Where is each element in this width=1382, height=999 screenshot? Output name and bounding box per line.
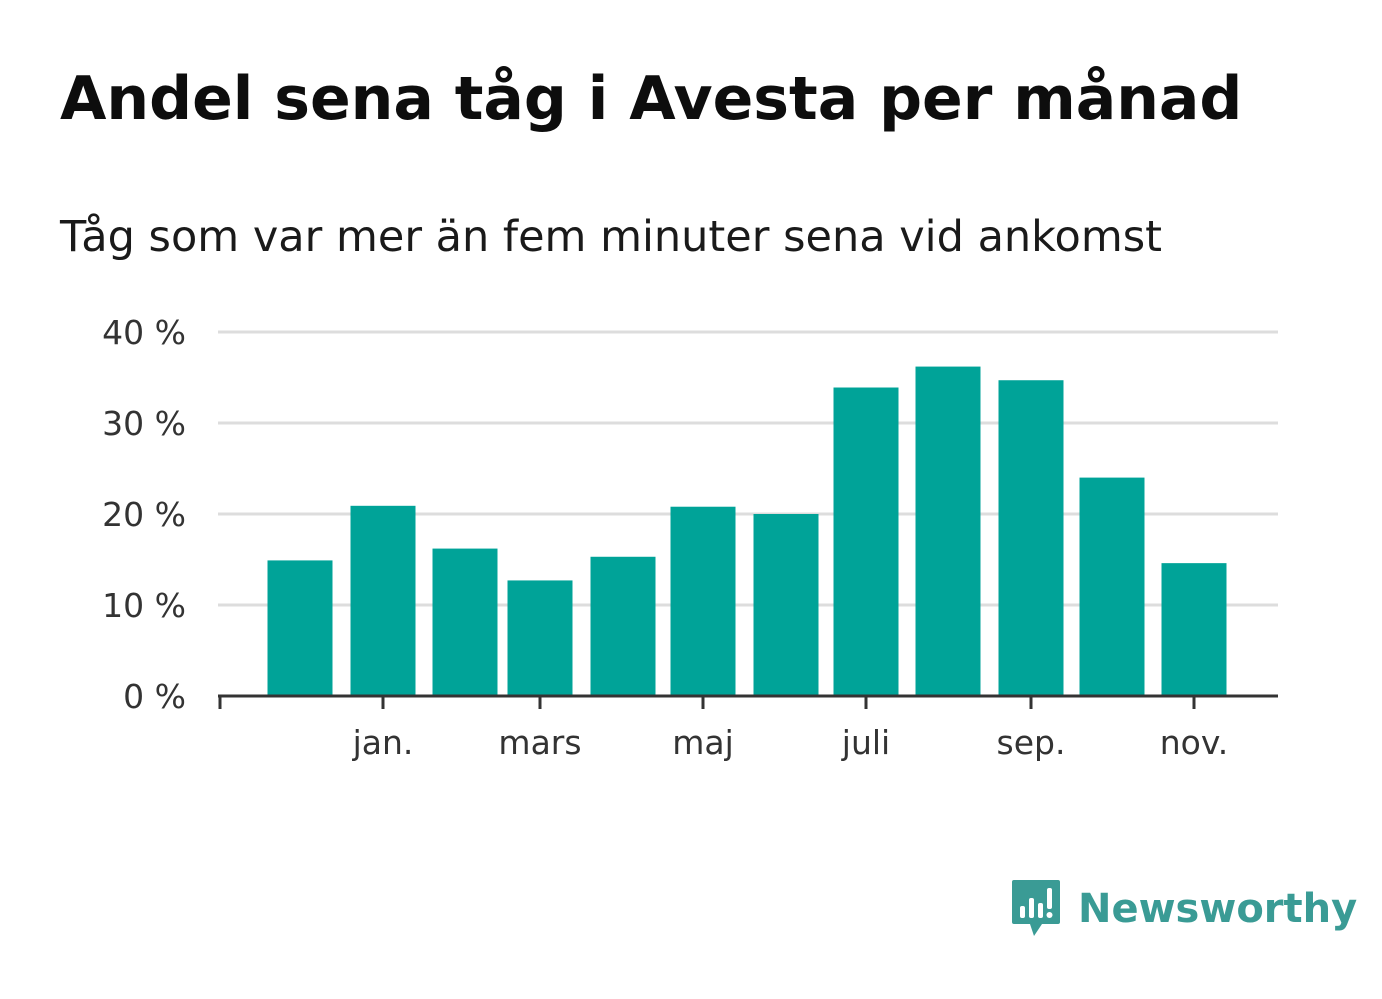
bar-nov. — [1161, 563, 1227, 696]
x-tick-label: jan. — [352, 723, 414, 762]
y-tick-label: 10 % — [102, 586, 186, 625]
x-tick-label: sep. — [997, 723, 1066, 762]
x-tick-label: juli — [841, 723, 890, 762]
y-tick-label: 30 % — [102, 404, 186, 443]
bar-okt. — [1079, 477, 1145, 696]
bar-juli — [833, 387, 899, 696]
bar-aug. — [915, 366, 981, 696]
bar-chart-speech-bubble-icon — [1012, 880, 1060, 936]
bar-dec. — [267, 560, 333, 696]
x-tick-label: maj — [672, 723, 734, 762]
chart-title: Andel sena tåg i Avesta per månad — [60, 64, 1243, 134]
brand-name: Newsworthy — [1078, 886, 1358, 932]
x-tick-label: mars — [498, 723, 581, 762]
newsworthy-logo: Newsworthy — [1010, 878, 1357, 940]
bars — [267, 366, 1227, 696]
x-axis-ticks: jan. mars maj juli sep. nov. — [352, 696, 1229, 762]
bar-feb. — [432, 548, 498, 696]
chart-subtitle: Tåg som var mer än fem minuter sena vid … — [60, 212, 1163, 262]
y-tick-label: 0 % — [123, 677, 186, 716]
bar-apr. — [590, 556, 656, 696]
y-axis-ticks: 0 % 10 % 20 % 30 % 40 % — [102, 313, 186, 716]
y-tick-label: 40 % — [102, 313, 186, 352]
bar-jan. — [350, 505, 416, 696]
bar-sep. — [998, 380, 1064, 696]
bar-maj — [670, 506, 736, 696]
y-tick-label: 20 % — [102, 495, 186, 534]
x-axis — [218, 694, 1278, 709]
bar-mars — [507, 580, 573, 696]
x-tick-label: nov. — [1160, 723, 1229, 762]
bar-juni — [753, 514, 819, 696]
